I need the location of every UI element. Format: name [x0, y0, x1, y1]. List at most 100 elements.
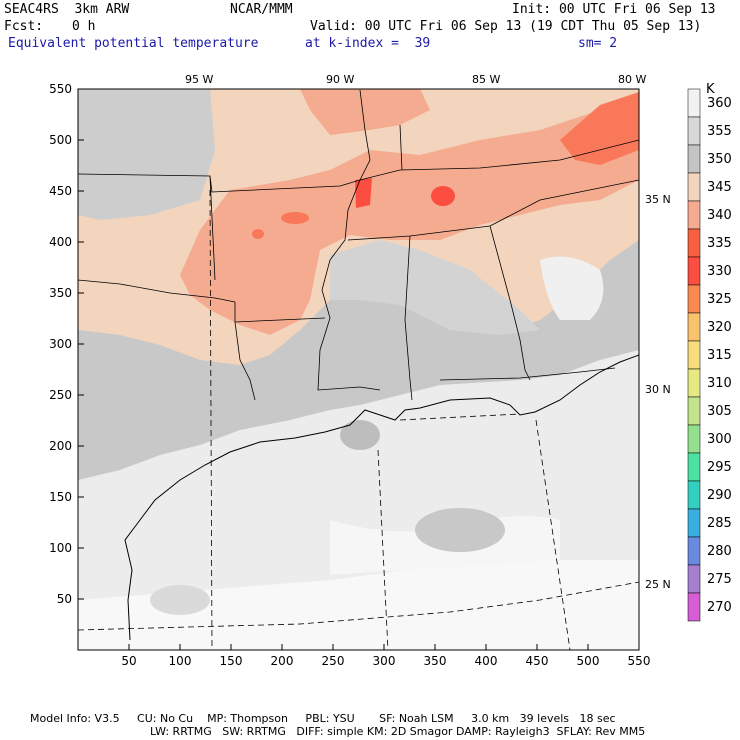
hot-spot-memphis	[355, 178, 372, 208]
lon-label-95w: 95 W	[185, 73, 214, 86]
footer-physics-info: LW: RRTMG SW: RRTMG DIFF: simple KM: 2D …	[150, 725, 646, 738]
lon-label-85w: 85 W	[472, 73, 501, 86]
colorbar-swatch-305	[687, 396, 701, 426]
ohio-river	[359, 89, 371, 181]
colorbar-swatch-290	[687, 480, 701, 510]
red-river	[78, 279, 236, 303]
x-tick-label-450: 450	[526, 654, 549, 668]
forecast-hour: 0 h	[72, 19, 96, 34]
hot-spot-northeast	[560, 92, 639, 165]
tx-la-boundary	[234, 321, 256, 401]
hot-spot-tennessee	[431, 186, 455, 206]
x-tick-label-500: 500	[577, 654, 600, 668]
x-tick-label-300: 300	[373, 654, 396, 668]
meridian-dashed-3	[535, 419, 571, 650]
colorbar-swatch-335	[687, 228, 701, 258]
ks-ok-mo-boundary	[78, 173, 361, 193]
fl-boundary	[439, 367, 616, 381]
parallel-dashed-30n	[399, 413, 521, 421]
y-tick-label-250: 250	[49, 388, 72, 402]
model-name: SEAC4RS 3km ARW	[4, 2, 130, 17]
colorbar-label-320: 320	[707, 320, 732, 335]
gray-west-patch	[78, 89, 215, 220]
colorbar-swatch-270	[687, 592, 701, 622]
colorbar-label-290: 290	[707, 488, 732, 503]
x-tick-label-100: 100	[169, 654, 192, 668]
colorbar-label-305: 305	[707, 404, 732, 419]
y-tick-label-200: 200	[49, 439, 72, 453]
y-tick-label-300: 300	[49, 337, 72, 351]
lon-label-90w: 90 W	[326, 73, 355, 86]
lat-label-25n: 25 N	[645, 578, 671, 591]
field-shading	[78, 89, 639, 650]
field-name: Equivalent potential temperature	[8, 36, 259, 51]
x-tick-label-50: 50	[121, 654, 136, 668]
colorbar-swatch-285	[687, 508, 701, 538]
y-tick-label-450: 450	[49, 184, 72, 198]
al-ga-boundary	[489, 225, 531, 381]
x-tick-label-250: 250	[322, 654, 345, 668]
hot-spot-arkansas-west	[252, 229, 264, 239]
colorbar-label-360: 360	[707, 96, 732, 111]
colorbar-swatch-345	[687, 172, 701, 202]
lon-label-80w: 80 W	[618, 73, 647, 86]
footer-model-info: Model Info: V3.5 CU: No Cu MP: Thompson …	[30, 712, 616, 725]
colorbar-label-310: 310	[707, 376, 732, 391]
ky-tn-boundary	[359, 139, 639, 181]
colorbar-label-335: 335	[707, 236, 732, 251]
colorbar-label-340: 340	[707, 208, 732, 223]
southern-white-region	[78, 560, 639, 650]
colorbar-label-275: 275	[707, 572, 732, 587]
colorbar-label-295: 295	[707, 460, 732, 475]
colorbar-label-330: 330	[707, 264, 732, 279]
level-index: at k-index = 39	[305, 36, 431, 51]
boundaries	[78, 89, 639, 650]
colorbar-label-350: 350	[707, 152, 732, 167]
colorbar-swatch-330	[687, 256, 701, 286]
colorbar-swatch-300	[687, 424, 701, 454]
colorbar-swatch-310	[687, 368, 701, 398]
colorbar-label-345: 345	[707, 180, 732, 195]
colorbar-swatch-295	[687, 452, 701, 482]
colorbar-swatch-315	[687, 340, 701, 370]
meridian-dashed-2	[377, 449, 389, 650]
gulf-gray-blob-west	[150, 585, 210, 615]
colorbar-swatch-355	[687, 116, 701, 146]
colorbar-swatch-325	[687, 284, 701, 314]
y-tick-label-550: 550	[49, 82, 72, 96]
gulf-coastline	[124, 354, 639, 641]
salmon-north-region	[300, 89, 430, 135]
ok-boundary	[209, 175, 216, 281]
init-time: Init: 00 UTC Fri 06 Sep 13	[512, 2, 716, 17]
colorbar-swatch-275	[687, 564, 701, 594]
y-tick-label-400: 400	[49, 235, 72, 249]
meridian-dashed-1	[209, 189, 213, 650]
y-tick-label-100: 100	[49, 541, 72, 555]
colorbar-label-355: 355	[707, 124, 732, 139]
colorbar-label-280: 280	[707, 544, 732, 559]
colorbar-swatch-350	[687, 144, 701, 174]
x-tick-label-350: 350	[424, 654, 447, 668]
valid-time: Valid: 00 UTC Fri 06 Sep 13 (19 CDT Thu …	[310, 19, 702, 34]
axis-ticks: 50 100 150 200 250 300 350 400 450 500 550 50 100 150…	[49, 82, 650, 668]
colorbar-swatch-340	[687, 200, 701, 230]
x-tick-label-550: 550	[628, 654, 651, 668]
y-tick-label-150: 150	[49, 490, 72, 504]
colorbar-swatch-280	[687, 536, 701, 566]
x-tick-label-200: 200	[271, 654, 294, 668]
y-tick-label-500: 500	[49, 133, 72, 147]
y-tick-label-50: 50	[57, 592, 72, 606]
ms-al-boundary	[404, 235, 413, 401]
lat-label-35n: 35 N	[645, 193, 671, 206]
plot-frame	[77, 88, 640, 651]
colorbar-swatch-360	[687, 88, 701, 118]
gray-alabama-patch	[330, 240, 540, 335]
y-tick-label-350: 350	[49, 286, 72, 300]
colorbar: 360 355 350 345 340 335 330 325 320 315 310 305 300 2…	[687, 88, 732, 622]
mississippi-river	[317, 179, 381, 391]
smoothing: sm= 2	[578, 36, 618, 51]
gulf-gray-blob	[415, 508, 505, 552]
colorbar-unit: K	[706, 82, 715, 97]
white-georgia-patch	[540, 256, 604, 320]
colorbar-label-300: 300	[707, 432, 732, 447]
